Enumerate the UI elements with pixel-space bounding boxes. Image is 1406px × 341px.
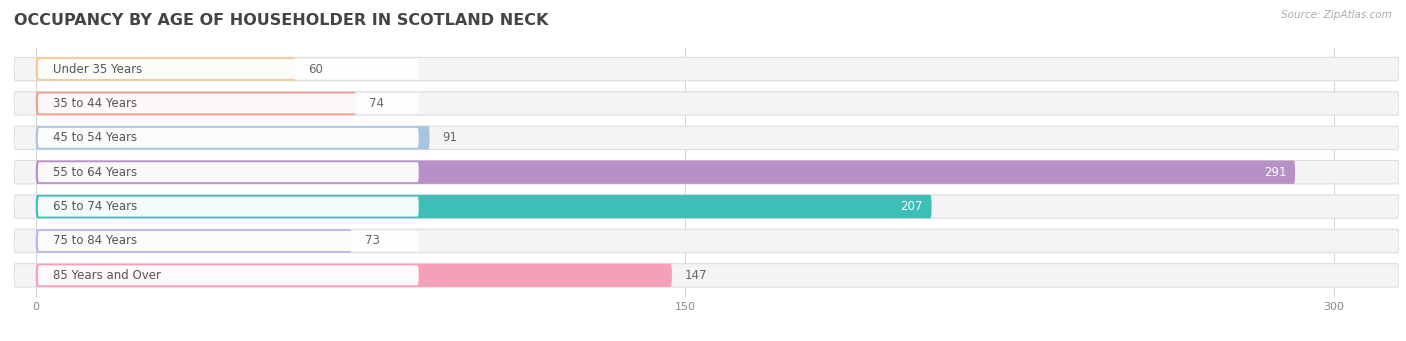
FancyBboxPatch shape	[35, 126, 430, 149]
Text: Source: ZipAtlas.com: Source: ZipAtlas.com	[1281, 10, 1392, 20]
Text: 60: 60	[308, 62, 323, 76]
FancyBboxPatch shape	[35, 195, 932, 218]
Text: 73: 73	[364, 235, 380, 248]
FancyBboxPatch shape	[38, 93, 419, 114]
Text: 91: 91	[443, 131, 457, 144]
FancyBboxPatch shape	[14, 57, 1399, 81]
FancyBboxPatch shape	[14, 126, 1399, 149]
Text: 45 to 54 Years: 45 to 54 Years	[53, 131, 138, 144]
Text: 291: 291	[1264, 166, 1286, 179]
Text: 55 to 64 Years: 55 to 64 Years	[53, 166, 138, 179]
FancyBboxPatch shape	[38, 162, 419, 182]
FancyBboxPatch shape	[14, 195, 1399, 218]
FancyBboxPatch shape	[35, 264, 672, 287]
Text: OCCUPANCY BY AGE OF HOUSEHOLDER IN SCOTLAND NECK: OCCUPANCY BY AGE OF HOUSEHOLDER IN SCOTL…	[14, 13, 548, 28]
Text: 35 to 44 Years: 35 to 44 Years	[53, 97, 138, 110]
FancyBboxPatch shape	[14, 229, 1399, 253]
FancyBboxPatch shape	[38, 59, 419, 79]
Text: 65 to 74 Years: 65 to 74 Years	[53, 200, 138, 213]
FancyBboxPatch shape	[38, 128, 419, 148]
FancyBboxPatch shape	[38, 231, 419, 251]
FancyBboxPatch shape	[35, 57, 295, 81]
Text: 207: 207	[900, 200, 922, 213]
FancyBboxPatch shape	[35, 92, 356, 115]
FancyBboxPatch shape	[14, 92, 1399, 115]
FancyBboxPatch shape	[35, 161, 1295, 184]
FancyBboxPatch shape	[14, 161, 1399, 184]
Text: 147: 147	[685, 269, 707, 282]
Text: Under 35 Years: Under 35 Years	[53, 62, 142, 76]
FancyBboxPatch shape	[38, 265, 419, 285]
Text: 85 Years and Over: 85 Years and Over	[53, 269, 162, 282]
FancyBboxPatch shape	[35, 229, 352, 253]
FancyBboxPatch shape	[38, 197, 419, 217]
FancyBboxPatch shape	[14, 264, 1399, 287]
Text: 75 to 84 Years: 75 to 84 Years	[53, 235, 138, 248]
Text: 74: 74	[368, 97, 384, 110]
